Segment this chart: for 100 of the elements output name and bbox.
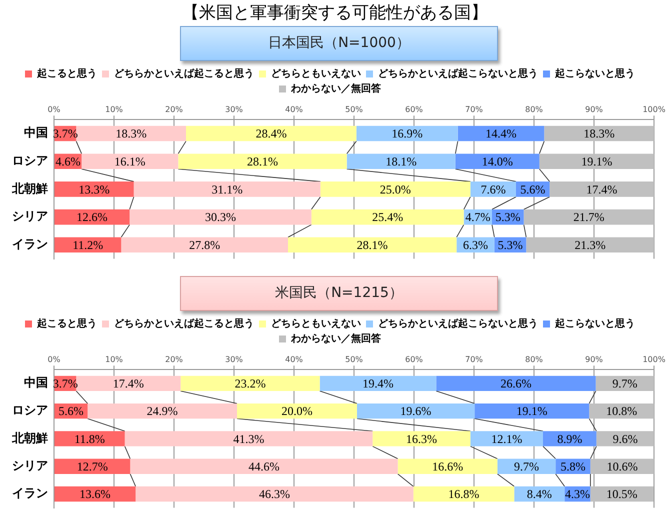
bar [180, 376, 320, 392]
bar [356, 126, 458, 142]
bar [413, 486, 514, 502]
data-label: 19.1% [581, 154, 612, 169]
data-label: 12.7% [76, 459, 108, 474]
bar [237, 403, 357, 419]
data-label: 8.9% [557, 432, 582, 446]
chart-subtitle: 日本国民（N=1000） [180, 26, 498, 61]
bar [320, 182, 470, 197]
y-tick-label: ロシア [12, 403, 48, 418]
x-tick-label: 60% [405, 104, 424, 114]
x-tick-label: 30% [225, 354, 244, 364]
x-tick-label: 0% [48, 354, 61, 364]
data-label: 17.4% [586, 182, 618, 196]
legend-label: どちらかといえば起こると思う [114, 318, 254, 330]
data-label: 11.2% [72, 238, 104, 252]
bar [54, 458, 130, 474]
y-tick-label: ロシア [12, 153, 48, 168]
legend-label: 起こると思う [36, 318, 97, 330]
data-label: 26.6% [500, 376, 532, 391]
bar [596, 431, 654, 446]
legend-label: 起こらないと思う [554, 318, 635, 330]
bar [186, 126, 356, 142]
bar [76, 376, 181, 392]
data-label: 3.7% [52, 126, 78, 141]
data-label: 13.6% [80, 487, 111, 502]
legend-label: どちらともいえない [271, 318, 361, 330]
data-label: 11.8% [74, 432, 105, 446]
y-tick-label: イラン [12, 237, 48, 252]
data-label: 7.6% [480, 182, 506, 196]
data-label: 18.1% [386, 154, 417, 169]
bar [539, 154, 654, 170]
data-label: 25.4% [372, 210, 404, 224]
data-label: 9.7% [612, 376, 638, 391]
bar [320, 376, 436, 392]
x-tick-label: 10% [105, 354, 124, 364]
data-label: 5.3% [498, 238, 523, 252]
data-label: 41.3% [233, 432, 264, 446]
bar [88, 403, 237, 419]
data-label: 19.6% [400, 404, 432, 418]
data-label: 27.8% [189, 238, 220, 252]
data-label: 18.3% [584, 126, 615, 141]
data-label: 17.4% [112, 376, 144, 391]
data-label: 12.1% [491, 432, 522, 446]
x-tick-label: 100% [642, 354, 666, 364]
data-label: 19.1% [516, 404, 548, 418]
data-label: 5.3% [495, 210, 520, 224]
x-tick-label: 40% [285, 104, 304, 114]
x-tick-label: 40% [285, 354, 304, 364]
data-label: 21.7% [573, 210, 604, 224]
bar [124, 431, 373, 446]
data-label: 30.3% [205, 210, 236, 224]
x-tick-label: 20% [165, 104, 184, 114]
x-tick-label: 70% [465, 104, 484, 114]
x-tick-label: 0% [48, 104, 61, 114]
data-label: 5.8% [560, 459, 586, 474]
bar [524, 209, 654, 225]
data-label: 31.1% [212, 182, 243, 196]
bar [497, 458, 556, 474]
bar [54, 237, 122, 253]
legend-label: わからない／無回答 [290, 82, 382, 95]
bar [54, 182, 134, 197]
data-label: 19.4% [362, 376, 394, 391]
data-label: 25.0% [380, 182, 411, 196]
data-label: 46.3% [259, 487, 290, 502]
legend-label: 起こると思う [36, 68, 97, 80]
x-tick-label: 100% [642, 104, 666, 114]
bar [121, 237, 288, 253]
bar [543, 431, 596, 446]
data-label: 4.6% [56, 154, 81, 169]
data-label: 23.2% [234, 376, 266, 391]
x-tick-label: 90% [585, 354, 604, 364]
bar [470, 431, 543, 446]
data-label: 24.9% [146, 404, 178, 418]
data-label: 16.1% [114, 154, 146, 169]
bar [82, 154, 178, 170]
y-tick-label: 中国 [24, 126, 48, 140]
bar [346, 154, 456, 170]
data-label: 16.8% [448, 487, 480, 502]
legend-label: どちらかといえば起こらないと思う [378, 318, 538, 330]
chart-subtitle: 米国民（N=1215） [180, 276, 498, 311]
legend-label: 起こらないと思う [554, 68, 635, 80]
x-tick-label: 10% [105, 104, 124, 114]
bar [436, 376, 596, 392]
data-label: 28.4% [256, 126, 287, 141]
data-label: 6.3% [463, 238, 488, 252]
data-label: 8.4% [526, 487, 552, 502]
x-tick-label: 60% [405, 354, 424, 364]
data-label: 16.6% [432, 459, 464, 474]
x-tick-label: 30% [225, 104, 244, 114]
legend-label: どちらかといえば起こらないと思う [378, 68, 538, 80]
data-label: 44.6% [248, 459, 280, 474]
y-tick-label: 北朝鮮 [11, 181, 48, 196]
data-label: 5.6% [58, 404, 84, 418]
bar [136, 486, 414, 502]
bar [526, 237, 654, 253]
bar [178, 154, 347, 170]
legend-label: わからない／無回答 [290, 332, 382, 345]
y-tick-label: シリア [12, 209, 48, 224]
x-tick-label: 90% [585, 104, 604, 114]
